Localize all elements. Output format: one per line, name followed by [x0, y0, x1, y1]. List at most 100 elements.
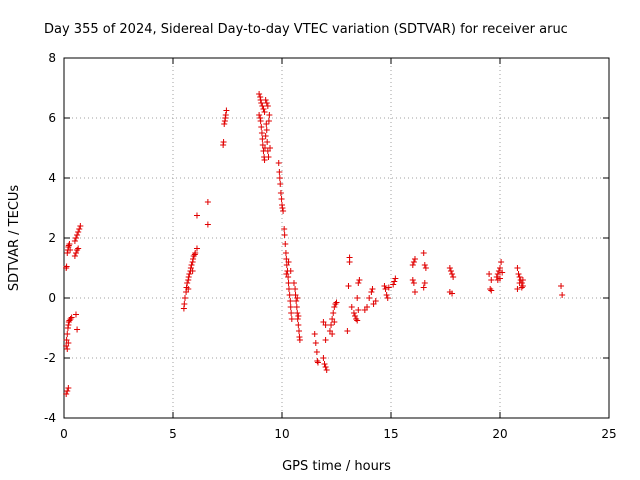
data-point	[494, 277, 501, 283]
data-point	[516, 280, 523, 286]
data-point	[192, 250, 199, 256]
data-point	[294, 295, 301, 301]
data-point	[391, 278, 398, 285]
data-point	[279, 205, 286, 211]
y-tick-label: -2	[44, 351, 56, 365]
data-point	[204, 221, 211, 228]
data-point	[494, 271, 501, 277]
data-point	[186, 271, 193, 277]
x-tick-label: 0	[60, 427, 68, 441]
data-point	[493, 274, 500, 280]
data-point	[277, 190, 284, 196]
data-point	[333, 299, 340, 306]
axis-ticks: 0 5 10 15 20 25 -4 -2 0 2 4 6 8	[44, 51, 617, 441]
data-point	[296, 337, 303, 343]
data-point	[294, 310, 301, 316]
data-point	[63, 391, 70, 397]
data-point	[497, 265, 503, 271]
data-point	[293, 304, 300, 310]
data-point	[72, 250, 79, 256]
data-point	[258, 130, 265, 136]
data-point	[264, 139, 271, 145]
data-point	[323, 367, 330, 373]
data-point	[314, 359, 321, 366]
data-point	[381, 283, 388, 289]
data-point	[77, 223, 84, 229]
data-point	[281, 226, 288, 232]
data-point	[65, 385, 72, 391]
data-point	[352, 313, 359, 319]
data-point	[311, 331, 318, 337]
data-point	[285, 280, 292, 286]
data-point	[382, 286, 389, 292]
data-point	[64, 250, 71, 256]
data-point	[222, 112, 229, 118]
data-point	[294, 316, 301, 322]
data-point	[282, 241, 289, 247]
data-point	[514, 265, 521, 271]
data-point	[372, 298, 379, 304]
data-point	[368, 289, 375, 295]
data-point	[262, 133, 269, 139]
data-point	[257, 97, 264, 103]
data-point	[422, 265, 429, 271]
data-point	[64, 388, 71, 394]
data-point	[258, 100, 265, 106]
data-point	[495, 268, 502, 274]
data-point	[75, 245, 82, 252]
data-point	[68, 314, 75, 321]
data-point	[265, 154, 272, 160]
data-point	[322, 337, 329, 343]
data-point	[262, 97, 269, 103]
data-point	[283, 271, 290, 277]
data-point	[263, 127, 270, 133]
data-point	[277, 181, 284, 187]
chart-title: Day 355 of 2024, Sidereal Day-to-day VTE…	[44, 22, 568, 37]
data-point	[409, 262, 416, 268]
data-point	[519, 277, 526, 283]
y-tick-label: 8	[48, 51, 56, 65]
y-tick-label: 2	[48, 231, 56, 245]
data-point	[184, 280, 191, 286]
data-point	[558, 283, 565, 289]
data-point	[411, 289, 418, 295]
data-point	[420, 250, 427, 256]
data-point	[345, 283, 352, 289]
data-point	[486, 271, 493, 277]
data-point	[72, 235, 79, 241]
data-point	[321, 361, 328, 367]
data-point	[450, 274, 457, 280]
data-point	[354, 295, 361, 301]
data-points	[63, 91, 566, 397]
data-point	[514, 286, 521, 292]
y-axis-label: SDTVAR / TECUs	[7, 185, 22, 292]
data-point	[449, 290, 456, 297]
data-point	[499, 269, 506, 276]
data-point	[65, 340, 72, 346]
data-point	[64, 346, 71, 352]
data-point	[185, 286, 192, 292]
data-point	[288, 316, 295, 322]
data-point	[447, 268, 454, 274]
y-tick-label: 6	[48, 111, 56, 125]
data-point	[261, 157, 268, 163]
data-point	[488, 277, 495, 283]
data-point	[220, 139, 227, 145]
x-axis-label: GPS time / hours	[282, 459, 391, 474]
data-point	[285, 286, 292, 292]
data-point	[193, 212, 200, 219]
data-point	[516, 274, 523, 280]
data-point	[449, 271, 456, 277]
data-point	[259, 136, 266, 142]
data-point	[409, 277, 416, 283]
data-point	[410, 280, 417, 286]
data-point	[276, 169, 283, 175]
data-point	[295, 313, 302, 319]
data-point	[559, 292, 566, 298]
data-point	[356, 277, 363, 283]
data-point	[76, 226, 83, 232]
data-point	[292, 286, 299, 292]
data-point	[498, 259, 505, 265]
data-point	[286, 292, 293, 298]
data-point	[421, 280, 428, 286]
